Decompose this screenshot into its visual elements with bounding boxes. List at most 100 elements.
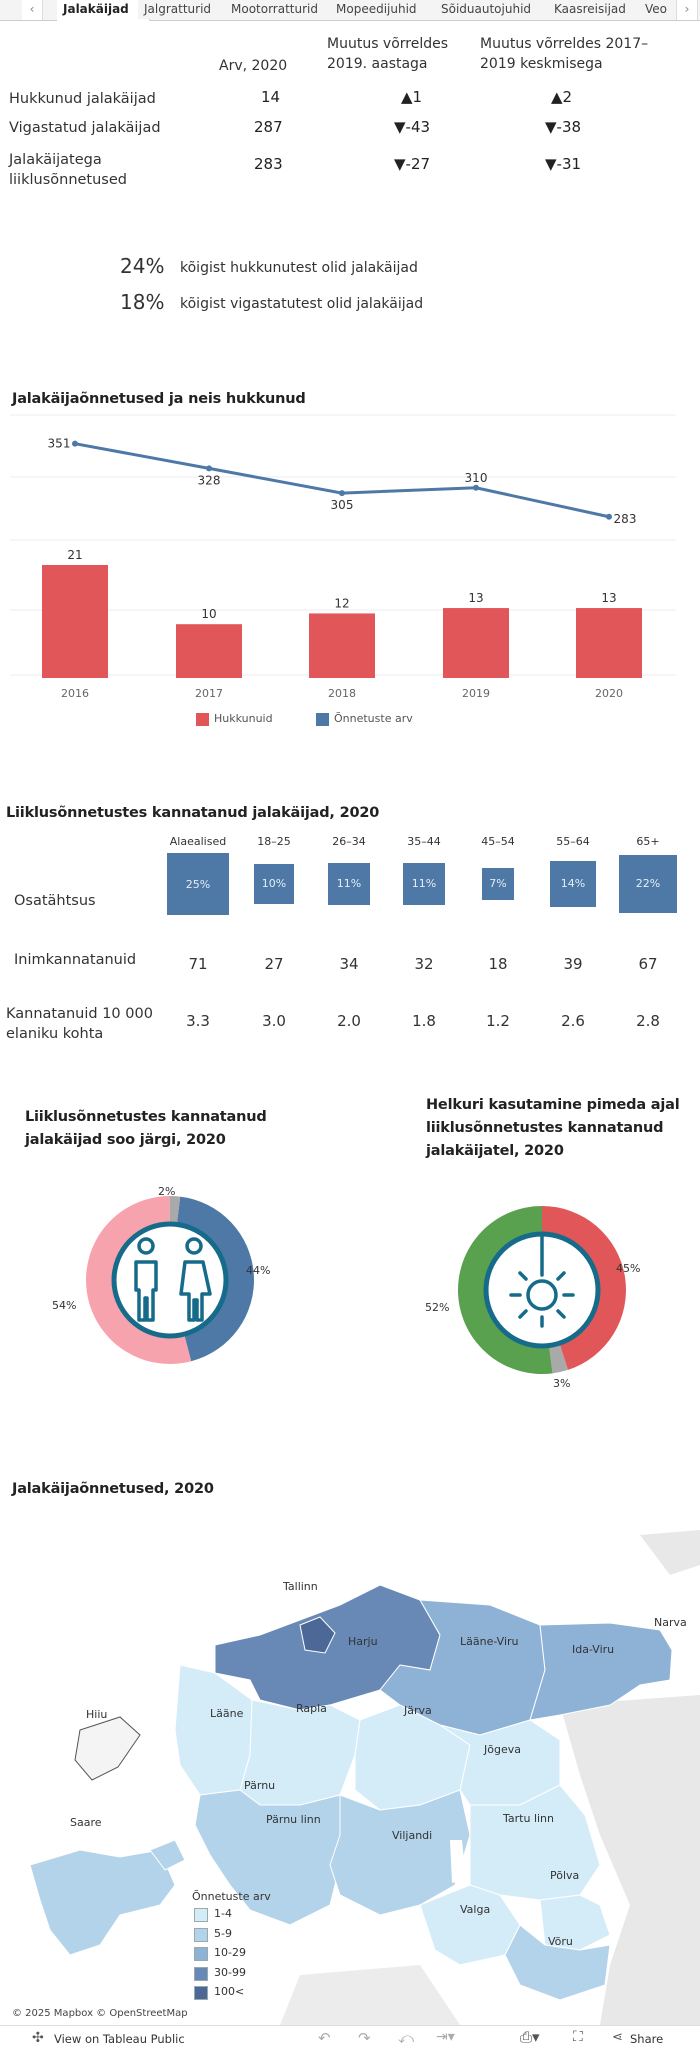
age-share-box: 25% (167, 853, 229, 915)
people-icon (111, 1221, 229, 1339)
killed-data-label: 10 (201, 607, 216, 621)
map-legend-swatch (194, 1908, 208, 1922)
age-group-header: 55–64 (556, 835, 590, 848)
gender-label-male: 44% (246, 1264, 271, 1277)
reflector-label-unknown: 3% (553, 1377, 571, 1390)
people-icon-figures (134, 1237, 212, 1322)
map-legend-swatch (194, 1927, 208, 1942)
fullscreen-icon[interactable]: ⛶ (573, 2029, 583, 2045)
map-region-tallinn[interactable] (299, 1616, 336, 1654)
reflector-donut-chart (458, 1206, 626, 1374)
row-label-killed: Hukkunud jalakäijad (9, 91, 156, 107)
age-row-label-share: Osatähtsus (14, 893, 96, 909)
map-region-voru[interactable] (504, 1924, 611, 2001)
map-region-saare[interactable] (29, 1849, 176, 1956)
map-label-tartu-linn: Tartu linn (503, 1812, 554, 1825)
tab-soiduautojuhid[interactable]: Sõiduautojuhid (435, 0, 560, 19)
tab-veo[interactable]: Veo (639, 0, 678, 19)
tab-scroll-left-icon[interactable]: ‹ (22, 0, 43, 20)
age-section-title: Liiklusõnnetustes kannatanud jalakäijad,… (6, 805, 380, 821)
redo-icon[interactable]: ↷ (358, 2029, 371, 2047)
age-rate-value: 1.2 (486, 1012, 510, 1030)
tab-scroll-right-icon[interactable]: › (676, 0, 698, 20)
killed-data-label: 13 (468, 591, 483, 605)
col-header-change-avg: Muutus võrreldes 2017– 2019 keskmisega (480, 36, 649, 72)
accidents-point (339, 490, 345, 497)
age-rate-value: 1.8 (412, 1012, 436, 1030)
map-legend-swatch (194, 1986, 208, 2000)
killed-bar (443, 608, 509, 678)
tableau-logo-icon: ✣ (32, 2030, 44, 2046)
map-title: Jalakäijaõnnetused, 2020 (12, 1481, 214, 1497)
trend-chart: 351 328 305 310 283 21 2016 10 2017 12 2018 13 2019 1… (10, 414, 676, 700)
tab-kaasreisijad[interactable]: Kaasreisijad (548, 0, 651, 19)
share-injured-pct: 18% (120, 290, 165, 314)
map-attribution[interactable]: © 2025 Mapbox © OpenStreetMap (12, 2008, 188, 2019)
share-injured-text: kõigist vigastatutest olid jalakäijad (180, 296, 424, 312)
value-killed: 14 (261, 88, 281, 106)
map-neighbour-land-south (280, 1965, 460, 2025)
undo-icon[interactable]: ↶ (318, 2029, 331, 2047)
refresh-icon[interactable]: ⇥▾ (436, 2029, 455, 2045)
accidents-data-label: 305 (331, 498, 354, 512)
map-region-muhu[interactable] (149, 1839, 186, 1871)
download-icon[interactable]: ⎙▾ (520, 2028, 540, 2046)
map-lake-vortsjarv (450, 1840, 466, 1883)
killed-bar (576, 608, 642, 678)
age-group-header: 18–25 (257, 835, 291, 848)
accidents-data-label: 351 (48, 437, 71, 451)
killed-data-label: 12 (334, 596, 349, 610)
map-legend-label: 5-9 (214, 1926, 232, 1940)
map-label-narva: Narva (654, 1616, 687, 1629)
accidents-point (72, 440, 78, 447)
accidents-data-label: 310 (465, 471, 488, 485)
age-count-value: 34 (339, 955, 359, 973)
age-count-value: 67 (638, 955, 658, 973)
tab-jalakaijad[interactable]: Jalakäijad (57, 0, 150, 21)
age-group-header: 26–34 (332, 835, 366, 848)
age-share-box: 11% (403, 863, 445, 905)
tab-jalgratturid[interactable]: Jalgratturid (138, 0, 237, 19)
age-group-header: 35–44 (407, 835, 441, 848)
reflector-label-yes: 52% (425, 1301, 450, 1314)
map-legend-swatch (194, 1947, 208, 1961)
map-region-viljandi[interactable] (329, 1789, 471, 1916)
value-accidents: 283 (254, 155, 283, 173)
share-icon[interactable]: ⋖ (612, 2030, 623, 2045)
view-on-tableau-link[interactable]: View on Tableau Public (54, 2032, 185, 2046)
tab-mootorratturid[interactable]: Mootorratturid (225, 0, 342, 19)
year-tick-label: 2020 (595, 687, 623, 700)
share-button[interactable]: Share (630, 2032, 664, 2046)
estonia-map[interactable] (0, 1505, 700, 2025)
age-count-value: 39 (563, 955, 583, 973)
change2-injured: ▼-38 (545, 118, 582, 136)
age-count-value: 27 (264, 955, 284, 973)
age-rate-value: 2.6 (561, 1012, 585, 1030)
gender-label-unknown: 2% (158, 1185, 176, 1198)
age-group-header: 45–54 (481, 835, 515, 848)
killed-bar (42, 565, 108, 678)
age-share-box: 14% (549, 860, 597, 908)
revert-icon[interactable]: ⤺ (398, 2029, 415, 2047)
map-region-hiiu[interactable] (74, 1716, 141, 1781)
map-legend-label: 10-29 (214, 1946, 246, 1959)
map-region-ida-viru[interactable] (529, 1622, 673, 1721)
value-injured: 287 (254, 118, 283, 136)
tab-bar: ‹ Jalakäijad Jalgratturid Mootorratturid… (0, 0, 700, 21)
row-label-injured: Vigastatud jalakäijad (9, 120, 161, 136)
age-group-header: Alaealised (169, 835, 227, 848)
reflector-label-no: 45% (616, 1262, 641, 1275)
age-share-box: 22% (618, 854, 678, 914)
killed-bar (176, 624, 242, 678)
map-label-valga: Valga (460, 1903, 491, 1916)
reflector-chart-title: Helkuri kasutamine pimeda ajal liiklusõnn… (426, 1097, 680, 1159)
accidents-data-label: 283 (614, 512, 637, 526)
map-label-viljandi: Viljandi (392, 1829, 433, 1842)
map-region-parnu[interactable] (194, 1789, 351, 1926)
gender-donut-chart (86, 1196, 254, 1364)
gender-chart-title: Liiklusõnnetustes kannatanud jalakäijad s… (25, 1109, 267, 1148)
share-killed-pct: 24% (120, 254, 165, 278)
map-label-parnu: Pärnu (244, 1779, 276, 1792)
age-count-value: 71 (188, 955, 208, 973)
tab-mopeedijuhid[interactable]: Mopeedijuhid (330, 0, 447, 19)
